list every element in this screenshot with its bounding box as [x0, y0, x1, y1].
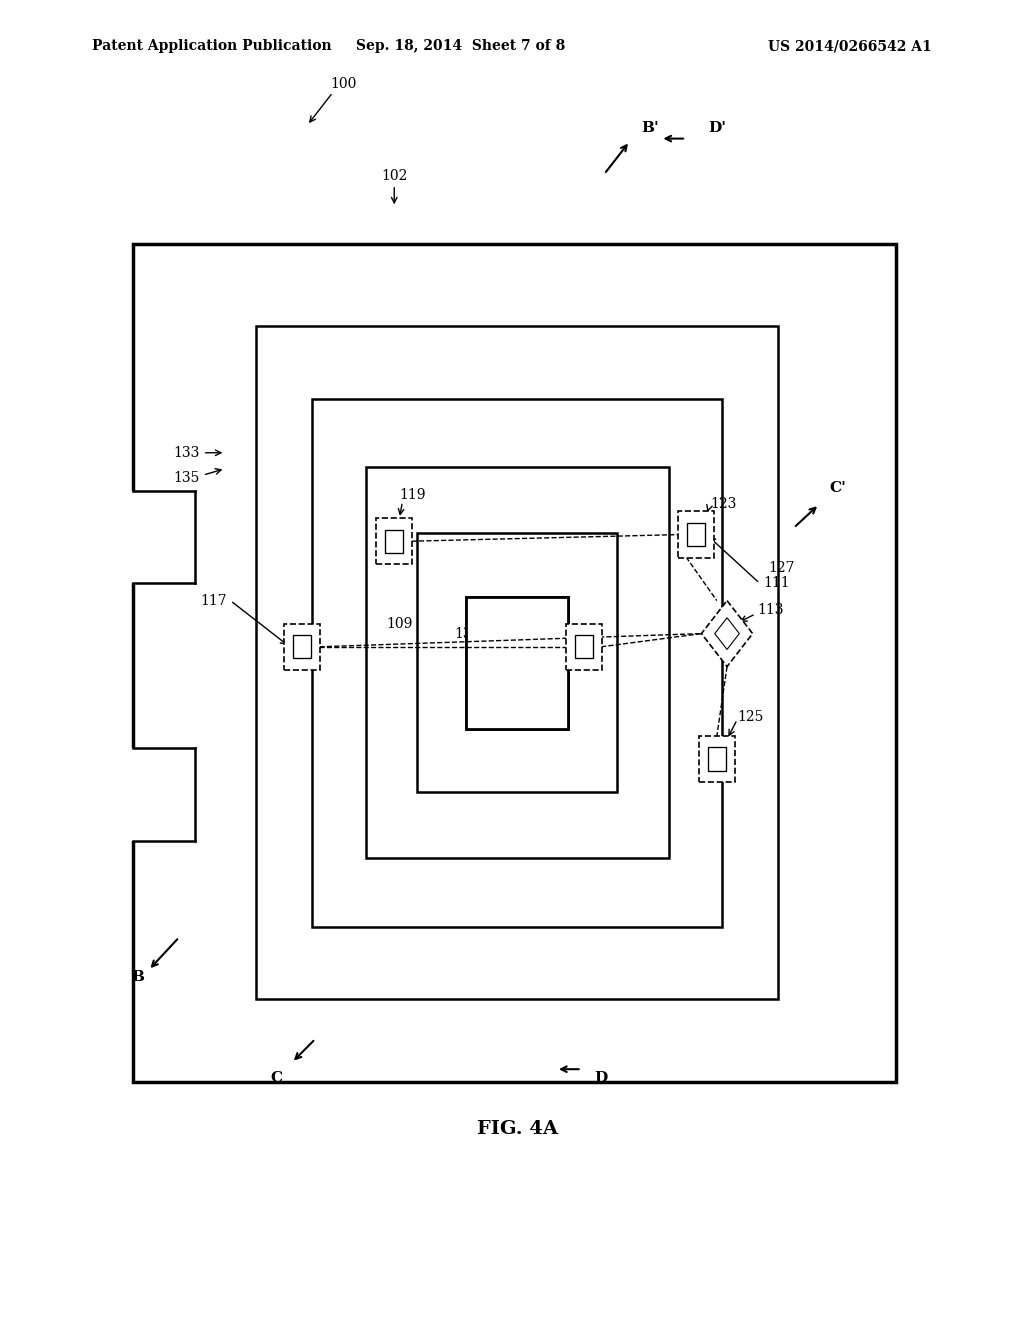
Text: 131: 131 — [455, 627, 481, 640]
Polygon shape — [715, 618, 739, 649]
Text: 113: 113 — [758, 603, 784, 616]
Text: 109: 109 — [386, 618, 413, 631]
Text: B: B — [132, 970, 144, 983]
Text: 123: 123 — [711, 498, 737, 511]
Bar — [128, 491, 195, 583]
Bar — [338, 432, 696, 894]
Bar — [293, 635, 311, 659]
Bar — [133, 244, 896, 1082]
Bar — [698, 737, 735, 781]
Text: C': C' — [829, 482, 846, 495]
Bar — [708, 747, 726, 771]
Bar — [392, 502, 642, 824]
Bar — [466, 597, 568, 729]
Bar — [687, 523, 706, 546]
Text: D: D — [595, 1072, 607, 1085]
Text: D': D' — [708, 121, 726, 135]
Bar — [256, 326, 778, 999]
Bar — [565, 624, 602, 671]
Text: 119: 119 — [399, 488, 426, 502]
Bar — [377, 517, 412, 565]
Text: US 2014/0266542 A1: US 2014/0266542 A1 — [768, 40, 932, 53]
Polygon shape — [701, 601, 753, 667]
Bar — [220, 280, 814, 1045]
Text: C: C — [270, 1072, 283, 1085]
Text: 117: 117 — [201, 594, 227, 607]
Text: 100: 100 — [330, 78, 356, 91]
Text: 121: 121 — [475, 601, 502, 614]
Text: B': B' — [641, 121, 659, 135]
Bar — [128, 748, 195, 841]
Bar — [679, 511, 715, 557]
Text: 133: 133 — [173, 446, 200, 459]
Bar — [574, 635, 593, 659]
Text: 102: 102 — [381, 169, 408, 182]
Bar — [284, 624, 319, 671]
Bar — [443, 568, 591, 758]
Bar — [312, 399, 722, 927]
Bar — [366, 467, 669, 858]
Text: 125: 125 — [737, 710, 764, 723]
Text: 111: 111 — [763, 577, 790, 590]
Text: Sep. 18, 2014  Sheet 7 of 8: Sep. 18, 2014 Sheet 7 of 8 — [356, 40, 565, 53]
Text: 127: 127 — [768, 561, 795, 574]
Bar — [417, 533, 617, 792]
Bar — [466, 597, 568, 729]
Bar — [385, 529, 403, 553]
Text: Patent Application Publication: Patent Application Publication — [92, 40, 332, 53]
Bar — [282, 359, 753, 966]
Text: 135: 135 — [173, 471, 200, 484]
Text: FIG. 4A: FIG. 4A — [476, 1119, 558, 1138]
